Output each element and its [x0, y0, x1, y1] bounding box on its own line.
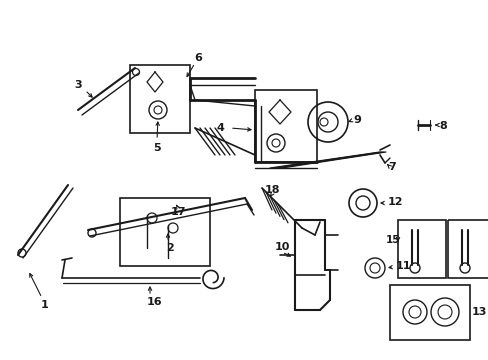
Text: 18: 18 — [264, 185, 279, 195]
Text: 2: 2 — [166, 243, 174, 253]
Bar — [447, 220, 488, 278]
Text: 9: 9 — [352, 115, 360, 125]
Text: 13: 13 — [471, 307, 487, 317]
Text: 15: 15 — [385, 235, 399, 245]
Text: 10: 10 — [274, 242, 289, 252]
Text: 16: 16 — [147, 297, 163, 307]
Bar — [389, 285, 469, 340]
Text: 6: 6 — [194, 53, 202, 63]
Text: 7: 7 — [387, 162, 395, 172]
Bar — [397, 220, 445, 278]
Text: 5: 5 — [153, 143, 161, 153]
Bar — [130, 65, 190, 133]
Text: 1: 1 — [41, 300, 49, 310]
Text: 12: 12 — [387, 197, 403, 207]
Text: 4: 4 — [216, 123, 224, 133]
Text: 3: 3 — [74, 80, 81, 90]
Text: 8: 8 — [438, 121, 446, 131]
Bar — [254, 90, 316, 162]
Text: 17: 17 — [170, 207, 185, 217]
Text: 11: 11 — [395, 261, 411, 271]
Bar — [120, 198, 209, 266]
